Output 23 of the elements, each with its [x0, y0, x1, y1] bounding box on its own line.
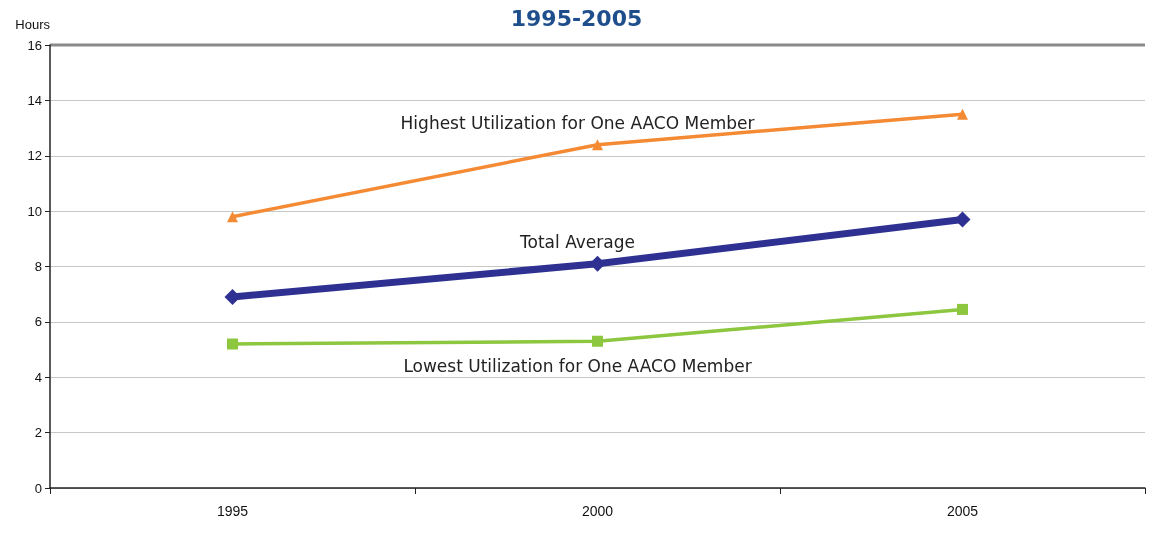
y-tick-label: 14 — [27, 92, 42, 108]
point — [227, 338, 238, 350]
y-axis-title: Hours — [15, 17, 51, 32]
point — [957, 108, 968, 120]
chart-title: 1995-2005 — [510, 5, 643, 31]
y-tick-label: 4 — [34, 369, 42, 385]
series-label: Highest Utilization for One AACO Member — [400, 113, 755, 134]
y-tick-label: 10 — [27, 203, 42, 219]
x-tick-label: 2005 — [946, 503, 979, 519]
series-label: Lowest Utilization for One AACO Member — [403, 355, 752, 376]
point — [957, 303, 968, 315]
point — [592, 335, 603, 347]
x-tick-label: 1995 — [216, 503, 249, 519]
point — [227, 211, 238, 223]
y-tick-label: 8 — [34, 259, 42, 274]
y-tick-label: 6 — [34, 314, 42, 330]
point — [592, 139, 603, 151]
x-tick-label: 2000 — [581, 503, 614, 519]
y-tick-label: 2 — [34, 425, 42, 441]
y-tick-label: 16 — [27, 37, 42, 53]
series-label: Total Average — [519, 232, 635, 253]
y-tick-label: 0 — [34, 480, 42, 496]
y-tick-label: 12 — [27, 148, 42, 164]
